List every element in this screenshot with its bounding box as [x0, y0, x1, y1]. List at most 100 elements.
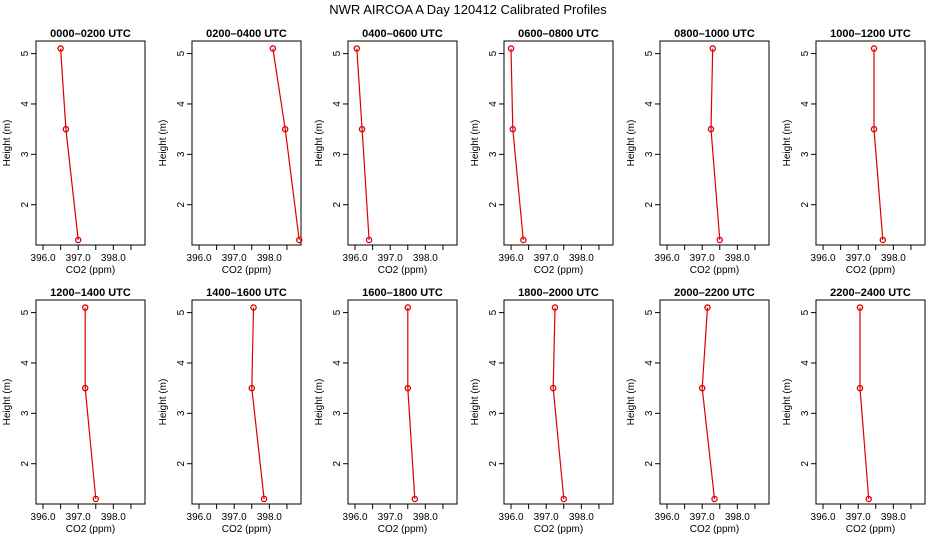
chart-4-xtick-label: 397.0: [534, 253, 559, 264]
chart-4-xlabel: CO2 (ppm): [534, 265, 583, 276]
chart-8-ytick-label: 4: [176, 360, 187, 366]
chart-3-xtick-label: 398.0: [413, 253, 438, 264]
chart-3-series-line: [356, 48, 370, 241]
chart-11-ylabel: Height (m): [626, 379, 637, 426]
chart-7-ytick-label: 3: [20, 410, 31, 416]
chart-2-ytick-label: 4: [176, 101, 187, 107]
chart-9-xtick-label: 397.0: [378, 512, 403, 523]
chart-1-ylabel: Height (m): [2, 120, 13, 167]
chart-11-xtick-label: 396.0: [655, 512, 680, 523]
chart-3-point: [365, 236, 373, 244]
chart-4-xtick-label: 396.0: [499, 253, 524, 264]
chart-8-frame: [191, 299, 302, 505]
chart-10-ytick-label: 2: [488, 460, 499, 466]
chart-3-ytick-label: 4: [332, 101, 343, 107]
chart-5-ytick-label: 3: [644, 151, 655, 157]
chart-3-ytick-label: 3: [332, 151, 343, 157]
chart-10-frame: [503, 299, 614, 505]
chart-3-xtick-label: 397.0: [378, 253, 403, 264]
chart-5-xtick-label: 397.0: [690, 253, 715, 264]
chart-2-ytick-label: 5: [176, 50, 187, 56]
chart-11-frame: [659, 299, 770, 505]
chart-2-xtick-label: 396.0: [187, 253, 212, 264]
chart-8-ylabel: Height (m): [158, 379, 169, 426]
chart-7-xlabel: CO2 (ppm): [66, 524, 115, 535]
chart-10-xtick-label: 397.0: [534, 512, 559, 523]
chart-9-ytick-label: 2: [332, 460, 343, 466]
chart-5-xtick-label: 398.0: [725, 253, 750, 264]
chart-8-xlabel: CO2 (ppm): [222, 524, 271, 535]
chart-4-xtick-label: 398.0: [569, 253, 594, 264]
chart-11-ytick-label: 4: [644, 360, 655, 366]
chart-11-xlabel: CO2 (ppm): [690, 524, 739, 535]
chart-9-ylabel: Height (m): [314, 379, 325, 426]
figure-title: NWR AIRCOA A Day 120412 Calibrated Profi…: [329, 2, 607, 17]
chart-4-ytick-label: 5: [488, 50, 499, 56]
chart-6-ytick-label: 3: [800, 151, 811, 157]
chart-10-ytick-label: 5: [488, 309, 499, 315]
chart-4-point: [520, 236, 527, 244]
chart-2-point: [269, 45, 277, 52]
chart-2-frame: [191, 40, 302, 246]
chart-8-ytick-label: 5: [176, 309, 187, 315]
chart-5-xtick-label: 396.0: [655, 253, 680, 264]
chart-6-point: [870, 125, 878, 133]
chart-12-xlabel: CO2 (ppm): [846, 524, 895, 535]
chart-5-point: [716, 236, 724, 244]
chart-10-title: 1800–2000 UTC: [518, 287, 599, 299]
chart-9-point: [411, 495, 419, 503]
chart-12-frame: [815, 299, 926, 505]
chart-1-xtick-label: 398.0: [101, 253, 126, 264]
chart-5-ytick-label: 4: [644, 101, 655, 107]
chart-7-frame: [35, 299, 146, 505]
chart-3-xtick-label: 396.0: [343, 253, 368, 264]
chart-5-ylabel: Height (m): [626, 120, 637, 167]
chart-6-series-line: [873, 48, 884, 241]
chart-3-frame: [347, 40, 458, 246]
chart-11-point: [711, 495, 718, 503]
chart-8-ytick-label: 2: [176, 460, 187, 466]
chart-9-frame: [347, 299, 458, 505]
chart-9-point: [404, 384, 412, 392]
chart-6-xtick-label: 396.0: [811, 253, 836, 264]
chart-12-xtick-label: 397.0: [846, 512, 871, 523]
chart-6-ytick-label: 5: [800, 50, 811, 56]
chart-1-xtick-label: 397.0: [66, 253, 91, 264]
chart-9-ytick-label: 4: [332, 360, 343, 366]
chart-9-xlabel: CO2 (ppm): [378, 524, 427, 535]
chart-2-point: [295, 236, 303, 244]
chart-2-title: 0200–0400 UTC: [206, 28, 287, 40]
chart-1-ytick-label: 4: [20, 101, 31, 107]
chart-6-ytick-label: 2: [800, 201, 811, 207]
chart-7-ylabel: Height (m): [2, 379, 13, 426]
chart-6-xtick-label: 397.0: [846, 253, 871, 264]
chart-2-ytick-label: 3: [176, 151, 187, 157]
chart-11-xtick-label: 397.0: [690, 512, 715, 523]
chart-8-xtick-label: 396.0: [187, 512, 212, 523]
chart-10-point: [549, 384, 557, 392]
chart-8-xtick-label: 398.0: [257, 512, 282, 523]
chart-6-ylabel: Height (m): [782, 120, 793, 167]
chart-1-point: [74, 236, 82, 244]
chart-9-ytick-label: 3: [332, 410, 343, 416]
chart-4-ytick-label: 4: [488, 101, 499, 107]
chart-12-ytick-label: 3: [800, 410, 811, 416]
chart-12-ytick-label: 5: [800, 309, 811, 315]
chart-11-series-line: [701, 307, 716, 500]
chart-12-series-line: [859, 307, 870, 500]
chart-3-xlabel: CO2 (ppm): [378, 265, 427, 276]
chart-1-xlabel: CO2 (ppm): [66, 265, 115, 276]
chart-7-point: [92, 495, 100, 503]
chart-4-point: [509, 125, 517, 133]
chart-8-xtick-label: 397.0: [222, 512, 247, 523]
chart-5-point: [709, 45, 716, 52]
chart-2-series-line: [272, 48, 300, 241]
chart-1-ytick-label: 5: [20, 50, 31, 56]
chart-8-series-line: [251, 307, 265, 500]
chart-12-ytick-label: 2: [800, 460, 811, 466]
chart-7-point: [81, 384, 89, 392]
chart-9-series-line: [407, 307, 416, 500]
chart-6-xtick-label: 398.0: [881, 253, 906, 264]
chart-1-title: 0000–0200 UTC: [50, 28, 131, 40]
